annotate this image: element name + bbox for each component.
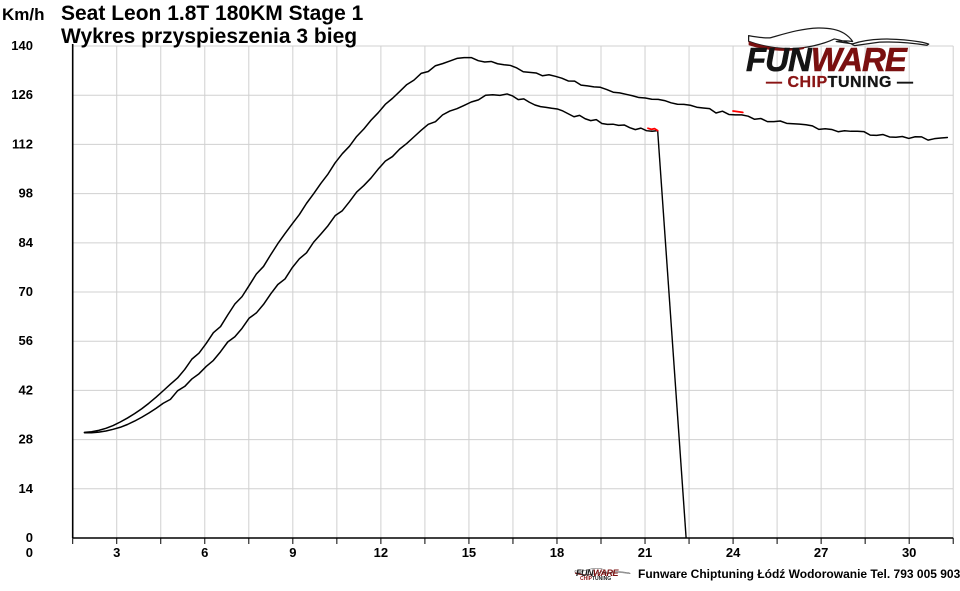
svg-text:14: 14 [19,481,34,496]
svg-text:84: 84 [19,235,34,250]
svg-text:3: 3 [113,545,120,560]
svg-text:24: 24 [726,545,741,560]
svg-text:21: 21 [638,545,652,560]
svg-text:12: 12 [374,545,388,560]
svg-text:42: 42 [19,382,33,397]
svg-text:140: 140 [11,38,33,53]
svg-text:70: 70 [19,284,33,299]
svg-text:0: 0 [26,545,33,560]
svg-text:126: 126 [11,87,33,102]
svg-text:56: 56 [19,333,33,348]
svg-text:9: 9 [289,545,296,560]
svg-text:6: 6 [201,545,208,560]
svg-text:18: 18 [550,545,564,560]
svg-text:27: 27 [814,545,828,560]
svg-text:28: 28 [19,432,33,447]
svg-text:0: 0 [26,530,33,545]
svg-text:30: 30 [902,545,916,560]
svg-text:112: 112 [12,136,33,151]
svg-text:15: 15 [462,545,476,560]
svg-text:98: 98 [19,186,33,201]
